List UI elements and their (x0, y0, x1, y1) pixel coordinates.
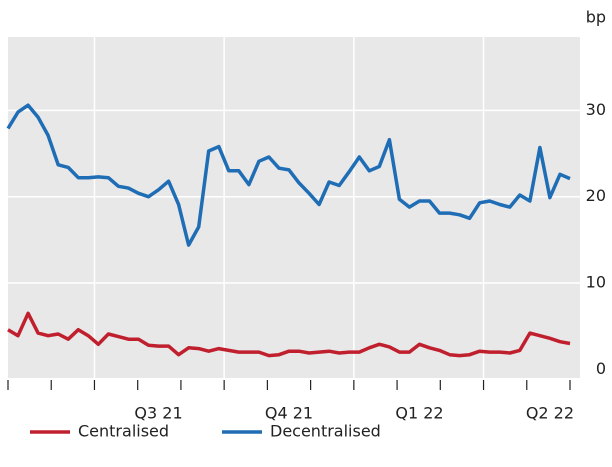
x-tick-label: Q3 21 (134, 404, 182, 423)
plot-background (8, 37, 580, 378)
x-tick-label: Q4 21 (265, 404, 313, 423)
legend-label: Decentralised (270, 422, 381, 441)
y-tick-label: 20 (586, 186, 606, 205)
line-series (7, 311, 571, 358)
y-tick-label: 10 (586, 273, 606, 292)
y-tick-label: 30 (586, 100, 606, 119)
x-tick-label: Q1 22 (395, 404, 443, 423)
legend-label: Centralised (78, 422, 169, 441)
line-series (6, 103, 571, 247)
y-tick-label: 0 (596, 359, 606, 378)
x-tick-label: Q2 22 (526, 404, 574, 423)
y-unit: bp (586, 8, 606, 27)
